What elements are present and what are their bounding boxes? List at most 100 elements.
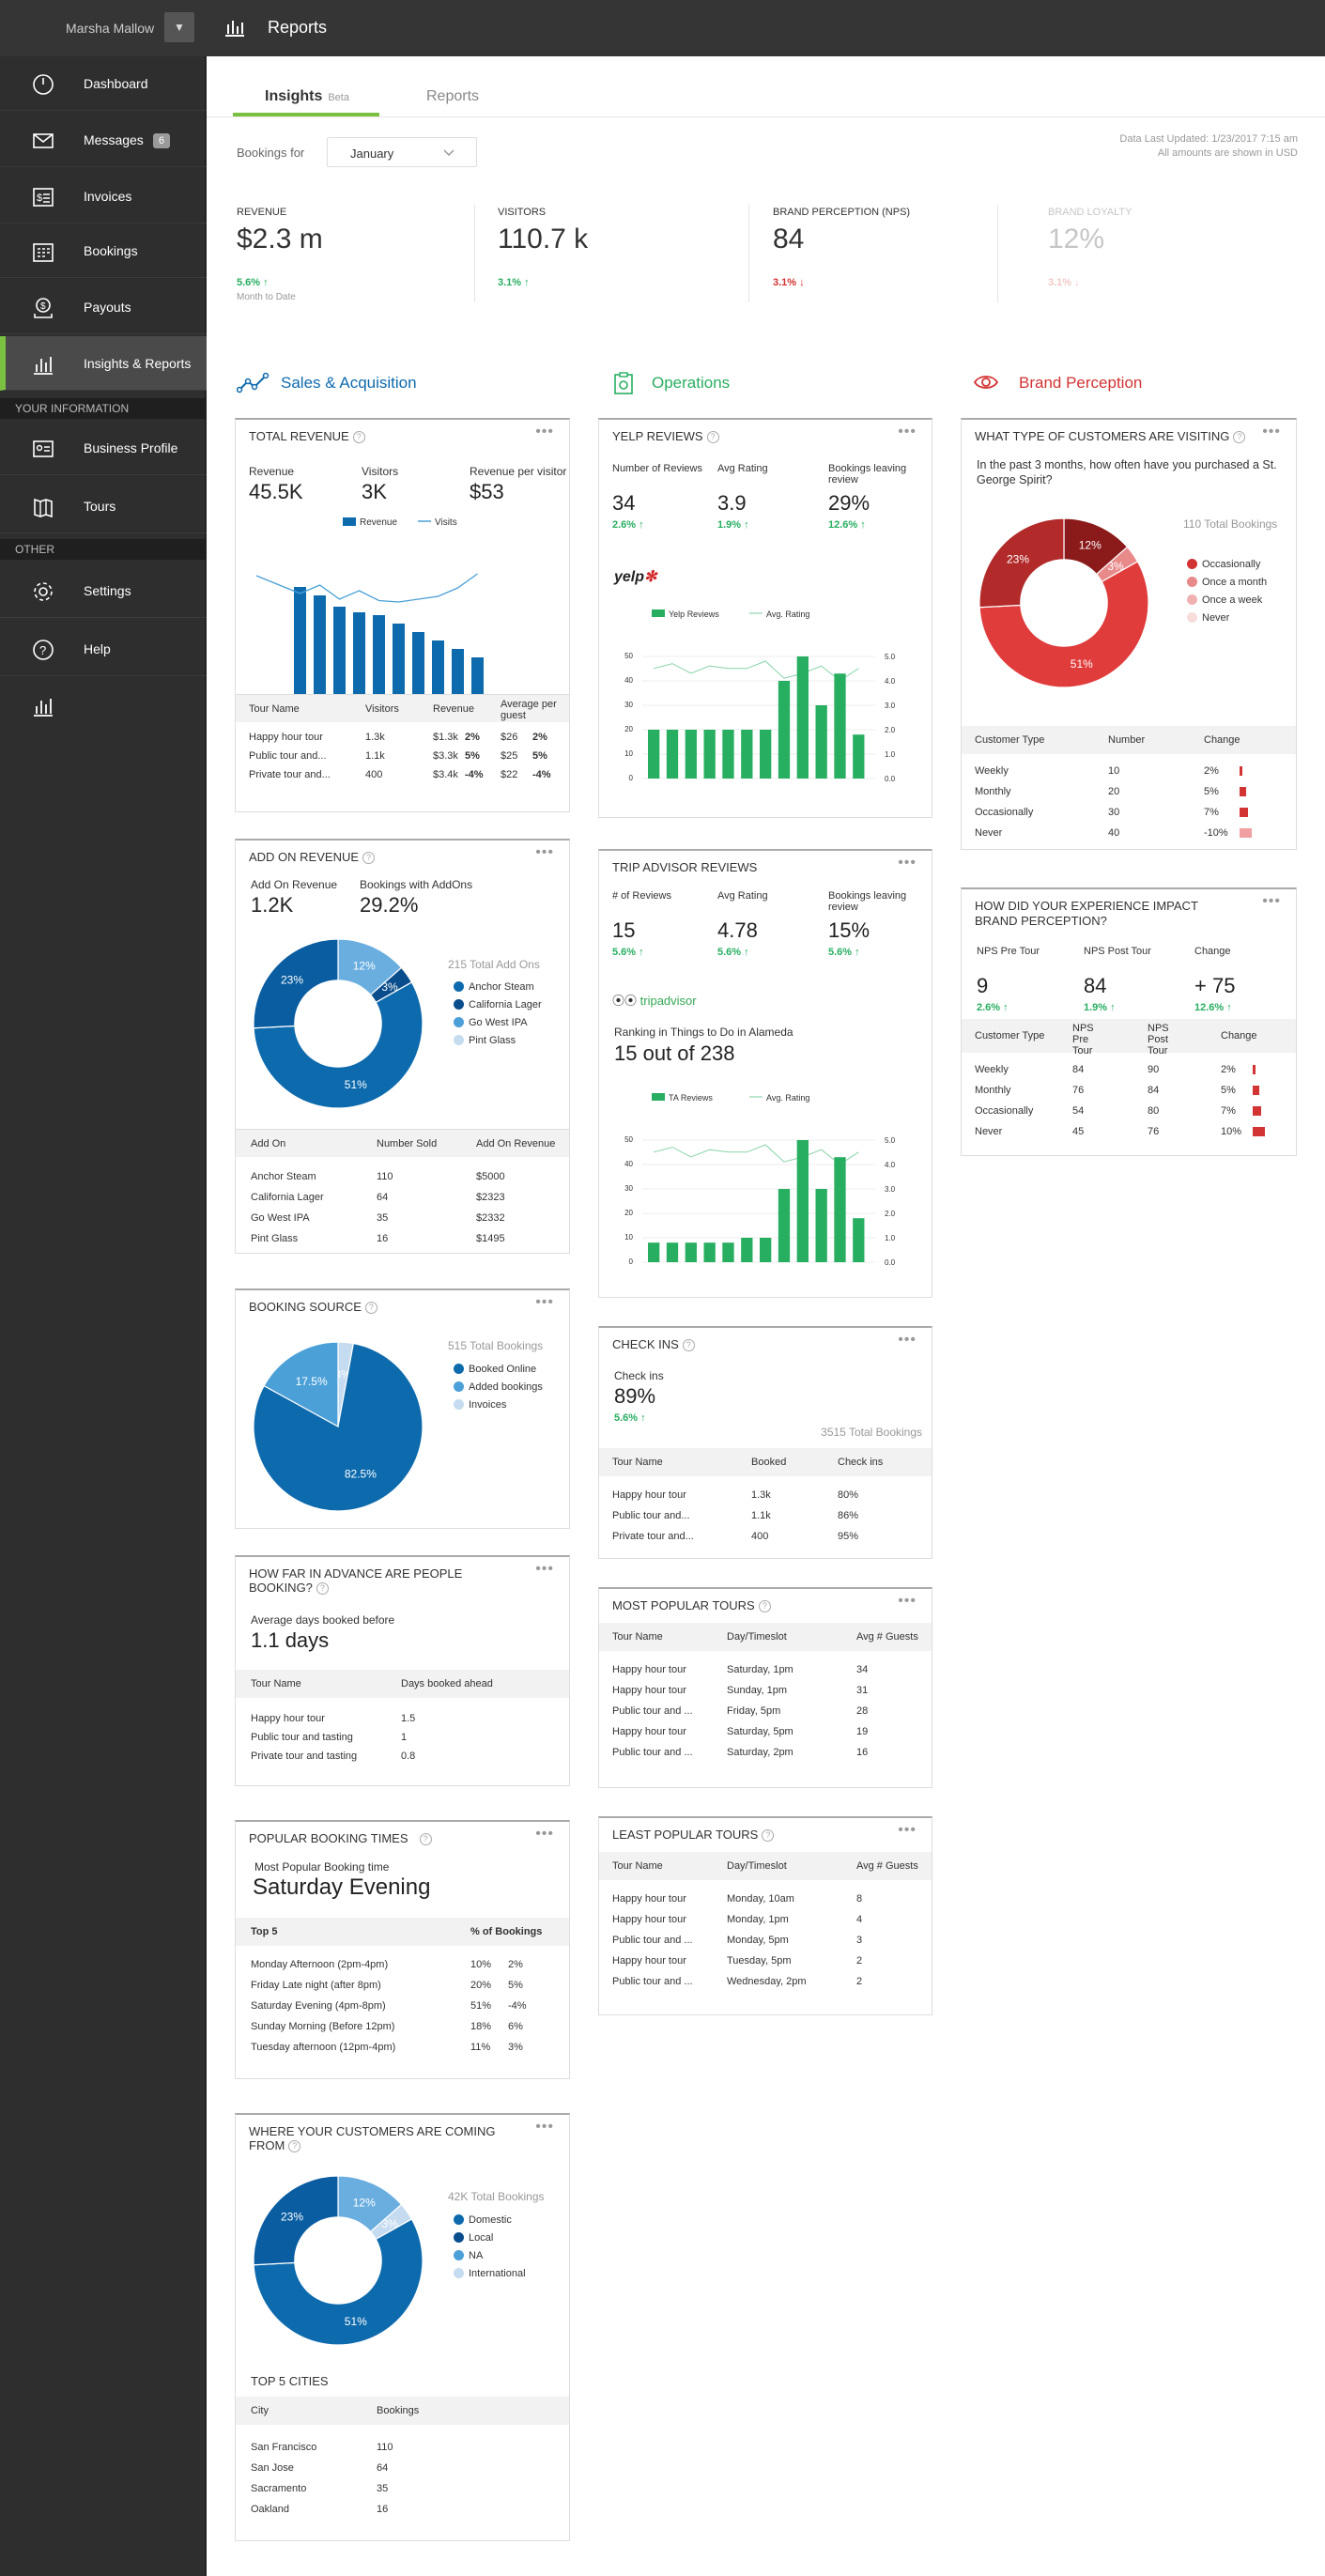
table-cell: $26 xyxy=(501,732,518,743)
table-cell: Pint Glass xyxy=(251,1233,299,1244)
more-options-button[interactable]: ••• xyxy=(898,424,917,440)
help-icon[interactable]: ? xyxy=(682,1339,695,1351)
more-options-button[interactable]: ••• xyxy=(535,1826,554,1842)
help-icon[interactable]: ? xyxy=(706,431,719,443)
popular-booking-times-card: POPULAR BOOKING TIMES? ••• Most Popular … xyxy=(235,1820,570,2079)
table-header: Tour Name Day/Timeslot Avg # Guests xyxy=(599,1623,932,1651)
sidebar-item-business-profile[interactable]: Business Profile xyxy=(0,421,207,475)
more-options-button[interactable]: ••• xyxy=(1262,424,1281,440)
sidebar-item-messages[interactable]: Messages 6 xyxy=(0,113,207,167)
y-tick-label: 0 xyxy=(629,1257,634,1266)
user-name: Marsha Mallow xyxy=(66,21,155,36)
more-options-button[interactable]: ••• xyxy=(535,1561,554,1577)
gear-icon xyxy=(34,582,53,601)
metric-change: 5.6% ↑ xyxy=(612,947,644,958)
more-options-button[interactable]: ••• xyxy=(1262,893,1281,909)
sidebar-item-dashboard[interactable]: Dashboard xyxy=(0,56,207,111)
check-ins-card: CHECK INS? ••• Check ins 89% 5.6% ↑ 3515… xyxy=(598,1326,932,1559)
metric-label: NPS Post Tour xyxy=(1084,946,1151,957)
total-label: 42K Total Bookings xyxy=(448,2190,545,2203)
sidebar-item-label: Tours xyxy=(84,499,116,514)
more-options-button[interactable]: ••• xyxy=(898,1332,917,1348)
metric-change: 2.6% ↑ xyxy=(612,519,644,531)
table-cell: 1.3k xyxy=(751,1489,771,1501)
more-options-button[interactable]: ••• xyxy=(898,855,917,871)
table-cell: 0.8 xyxy=(401,1751,416,1762)
help-icon[interactable]: ? xyxy=(419,1833,432,1845)
month-select[interactable]: January xyxy=(327,137,477,167)
legend-label: Added bookings xyxy=(469,1381,543,1393)
table-header: Tour Name Days booked ahead xyxy=(236,1670,569,1698)
table-cell: $5000 xyxy=(476,1171,505,1182)
help-icon[interactable]: ? xyxy=(762,1829,775,1842)
table-cell: 5% xyxy=(465,750,480,762)
table-header: Add On Number Sold Add On Revenue xyxy=(236,1129,569,1157)
legend-label: Once a month xyxy=(1202,577,1268,588)
envelope-icon xyxy=(33,133,54,148)
bookings-for-label: Bookings for xyxy=(237,146,305,160)
card-title: CHECK INS? xyxy=(612,1337,695,1351)
metric-value: + 75 xyxy=(1194,974,1236,997)
legend-item: Domestic xyxy=(454,2214,569,2226)
table-cell: 400 xyxy=(365,769,383,780)
help-icon[interactable]: ? xyxy=(362,852,376,864)
table-cell: Monday, 10am xyxy=(727,1893,794,1905)
table-cell: 80% xyxy=(838,1489,859,1501)
metric-value: 29.2% xyxy=(360,893,419,917)
sidebar-item-reports-shortcut[interactable] xyxy=(0,678,207,733)
tab-insights[interactable]: Insights Beta xyxy=(233,83,379,116)
y-tick-label-right: 2.0 xyxy=(885,726,896,734)
more-options-button[interactable]: ••• xyxy=(535,1294,554,1310)
metric-value: 29% xyxy=(828,491,870,515)
sidebar-item-help[interactable]: ? Help xyxy=(0,622,207,676)
least-popular-tours-card: LEAST POPULAR TOURS? ••• Tour Name Day/Ti… xyxy=(598,1816,932,2015)
sidebar-item-tours[interactable]: Tours xyxy=(0,479,207,533)
revenue-bar xyxy=(333,607,346,700)
help-icon[interactable]: ? xyxy=(364,1302,377,1314)
more-options-button[interactable]: ••• xyxy=(535,424,554,440)
help-icon[interactable]: ? xyxy=(352,431,365,443)
table-cell: Happy hour tour xyxy=(612,1664,686,1675)
legend-label: Local xyxy=(469,2232,494,2244)
legend-swatch xyxy=(454,2250,464,2260)
sidebar-item-settings[interactable]: Settings xyxy=(0,563,207,618)
sidebar-item-insights-reports[interactable]: Insights & Reports xyxy=(0,336,207,391)
slice-label: 51% xyxy=(345,2315,367,2328)
user-dropdown-button[interactable]: ▼ xyxy=(164,12,194,42)
more-options-button[interactable]: ••• xyxy=(898,1822,917,1838)
help-icon[interactable]: ? xyxy=(288,2140,301,2152)
tripadvisor-logo: ⦿⦿ tripadvisor xyxy=(612,994,697,1008)
legend-item: Once a month xyxy=(1187,577,1296,588)
profile-card-icon xyxy=(33,440,54,457)
page-title: Reports xyxy=(268,18,328,37)
table-cell: 2% xyxy=(508,1959,523,1970)
metric-label: Bookings leaving review xyxy=(828,463,907,486)
table-cell: 10% xyxy=(470,1959,492,1970)
change-bar xyxy=(1240,808,1249,817)
help-icon[interactable]: ? xyxy=(1233,431,1246,443)
table-cell: Public tour and... xyxy=(249,750,327,762)
table-cell: 84 xyxy=(1072,1064,1085,1075)
sidebar-item-label: Invoices xyxy=(84,189,132,204)
more-options-button[interactable]: ••• xyxy=(535,2119,554,2135)
table-cell: 76 xyxy=(1148,1126,1160,1137)
help-icon[interactable]: ? xyxy=(316,1582,329,1595)
revenue-bar xyxy=(471,657,484,700)
legend-item: International xyxy=(454,2268,569,2279)
table-cell: Oakland xyxy=(251,2504,289,2515)
last-updated-text: Data Last Updated: 1/23/2017 7:15 am xyxy=(1119,133,1298,145)
table-cell: 1.5 xyxy=(401,1713,416,1724)
revenue-bar xyxy=(314,595,326,700)
table-cell: San Francisco xyxy=(251,2442,317,2453)
more-options-button[interactable]: ••• xyxy=(898,1593,917,1609)
sidebar-item-invoices[interactable]: $ Invoices xyxy=(0,169,207,224)
legend-label: Once a week xyxy=(1202,594,1263,606)
sidebar-item-payouts[interactable]: $ Payouts xyxy=(0,280,207,334)
legend-swatch xyxy=(652,609,665,617)
tab-reports[interactable]: Reports xyxy=(426,88,480,104)
sidebar-item-bookings[interactable]: Bookings xyxy=(0,224,207,278)
more-options-button[interactable]: ••• xyxy=(535,844,554,860)
table-cell: $1495 xyxy=(476,1233,505,1244)
card-title: HOW DID YOUR EXPERIENCE IMPACT BRAND PER… xyxy=(975,899,1198,928)
help-icon[interactable]: ? xyxy=(758,1600,771,1612)
